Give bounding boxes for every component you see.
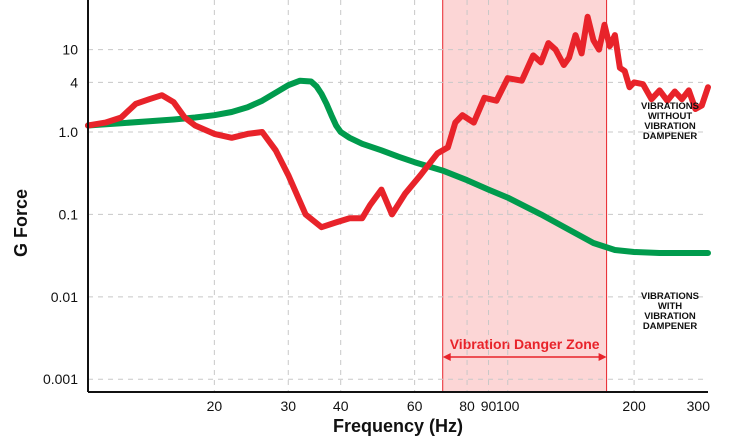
legend-line: VIBRATION — [644, 311, 696, 322]
x-tick-label: 30 — [280, 398, 296, 414]
danger-zone-label: Vibration Danger Zone — [450, 336, 600, 352]
legend-with-dampener: VIBRATIONS WITH VIBRATION DAMPENER — [641, 291, 699, 332]
legend-line: VIBRATION — [644, 121, 696, 132]
danger-zone-band — [442, 0, 607, 392]
danger-zone-left-arrow — [442, 353, 451, 361]
x-tick-label: 100 — [496, 398, 520, 414]
series-layer — [85, 13, 711, 256]
series-line-with-dampener — [85, 77, 711, 256]
x-tick-label: 80 — [459, 398, 475, 414]
tick-labels-layer: 10 4 1.0 0.1 0.01 0.001 20 30 40 60 80 90 100 200 300 — [43, 42, 710, 414]
y-tick-label: 0.001 — [43, 371, 78, 387]
y-tick-label: 0.1 — [59, 206, 79, 222]
x-tick-label: 60 — [407, 398, 423, 414]
series-line-without-dampener — [85, 13, 711, 231]
y-tick-label: 0.01 — [51, 289, 78, 305]
x-tick-label: 300 — [687, 398, 711, 414]
y-axis-title: G Force — [11, 189, 31, 257]
y-tick-label: 4 — [70, 74, 78, 90]
y-tick-label: 1.0 — [59, 124, 79, 140]
legend-line: VIBRATIONS — [641, 101, 699, 112]
legend-line: WITH — [658, 301, 682, 312]
legend-line: DAMPENER — [643, 321, 698, 332]
x-axis-title: Frequency (Hz) — [333, 416, 463, 436]
x-tick-label: 200 — [622, 398, 646, 414]
grid-layer — [88, 0, 708, 392]
x-tick-label: 40 — [333, 398, 349, 414]
danger-zone-layer: Vibration Danger Zone — [442, 0, 608, 392]
axes-layer — [87, 0, 708, 393]
legend-line: WITHOUT — [648, 111, 693, 122]
legend-line: DAMPENER — [643, 131, 698, 142]
danger-zone-right-arrow — [598, 353, 607, 361]
y-tick-label: 10 — [62, 42, 78, 58]
x-tick-label: 20 — [207, 398, 223, 414]
x-tick-label: 90 — [481, 398, 497, 414]
legend-without-dampener: VIBRATIONS WITHOUT VIBRATION DAMPENER — [641, 101, 699, 142]
legend-line: VIBRATIONS — [641, 291, 699, 302]
legend-layer: VIBRATIONS WITHOUT VIBRATION DAMPENERVIBRAT… — [641, 101, 699, 332]
